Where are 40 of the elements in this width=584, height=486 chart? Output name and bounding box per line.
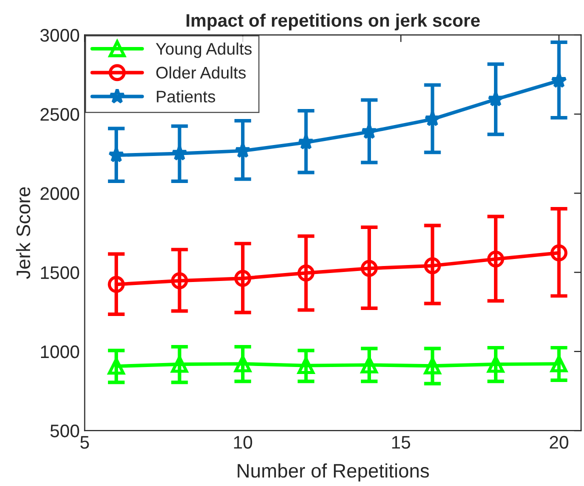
point [487, 356, 504, 373]
point [171, 356, 188, 373]
x-tick-label: 5 [80, 436, 89, 449]
legend-label: Patients [156, 90, 216, 102]
chart-title: Impact of repetitions on jerk score [186, 14, 480, 30]
y-tick-label: 2000 [40, 187, 80, 200]
point [424, 110, 441, 126]
x-tick-label: 15 [392, 436, 410, 449]
point [550, 72, 568, 88]
y-tick-label: 500 [50, 424, 80, 438]
y-tick-label: 3000 [40, 28, 80, 42]
point [424, 357, 441, 374]
x-tick-label: 10 [234, 436, 252, 449]
point [488, 90, 504, 107]
point [487, 250, 504, 268]
point [108, 276, 125, 293]
point [171, 272, 188, 290]
point [360, 260, 378, 277]
point [298, 357, 314, 374]
point [108, 146, 124, 162]
point [234, 355, 252, 372]
x-tick-label: 20 [550, 436, 568, 449]
point [298, 134, 314, 150]
y-tick-label: 1500 [41, 266, 80, 280]
point [234, 270, 252, 287]
legend-label: Older Adults [156, 66, 246, 79]
y-tick-label: 1000 [41, 345, 80, 358]
point [171, 145, 188, 161]
point [550, 244, 568, 262]
x-axis-title: Number of Repetitions [238, 463, 429, 482]
point [298, 264, 314, 282]
legend-label: Young Adults [156, 42, 252, 58]
point [361, 123, 378, 139]
point [234, 142, 251, 158]
point [360, 356, 378, 374]
point [424, 257, 441, 274]
point [108, 358, 125, 375]
y-axis-title: Jerk Score [16, 187, 30, 279]
y-tick-label: 2500 [40, 108, 80, 121]
point [550, 355, 568, 372]
